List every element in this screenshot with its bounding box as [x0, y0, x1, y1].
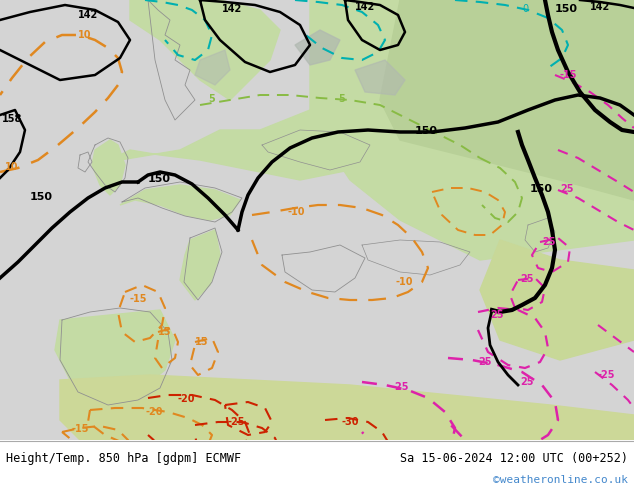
Text: -30: -30: [342, 417, 359, 427]
Text: 142: 142: [78, 10, 98, 20]
Text: -25: -25: [392, 382, 410, 392]
Text: -15: -15: [560, 70, 578, 80]
Text: 150: 150: [148, 174, 171, 184]
Text: 25: 25: [542, 237, 555, 247]
Text: 142: 142: [355, 2, 375, 12]
Text: -20: -20: [178, 394, 195, 404]
Polygon shape: [0, 0, 634, 440]
Text: 158: 158: [2, 114, 22, 124]
Text: 25: 25: [560, 184, 574, 194]
Text: 25: 25: [520, 377, 533, 387]
Text: 10: 10: [5, 162, 18, 172]
Text: 25: 25: [520, 274, 533, 284]
Text: 0: 0: [522, 4, 528, 14]
Text: 150: 150: [30, 192, 53, 202]
Text: ©weatheronline.co.uk: ©weatheronline.co.uk: [493, 475, 628, 485]
Text: -15: -15: [130, 294, 148, 304]
Polygon shape: [130, 0, 280, 100]
Text: 5: 5: [208, 94, 215, 104]
Text: 25: 25: [478, 357, 491, 367]
Polygon shape: [120, 185, 240, 220]
Text: -20: -20: [145, 407, 162, 417]
Polygon shape: [195, 50, 230, 85]
Text: 150: 150: [555, 4, 578, 14]
Text: 150: 150: [530, 184, 553, 194]
Polygon shape: [92, 140, 125, 195]
Text: -10: -10: [288, 207, 306, 217]
Text: 15: 15: [195, 337, 209, 347]
Polygon shape: [480, 240, 634, 360]
Polygon shape: [295, 30, 340, 65]
Text: 15: 15: [158, 327, 172, 337]
Text: 150: 150: [415, 126, 438, 136]
Polygon shape: [310, 0, 634, 260]
Polygon shape: [120, 110, 380, 180]
Text: -10: -10: [395, 277, 413, 287]
Polygon shape: [355, 60, 405, 95]
Text: Sa 15-06-2024 12:00 UTC (00+252): Sa 15-06-2024 12:00 UTC (00+252): [400, 451, 628, 465]
Text: Height/Temp. 850 hPa [gdpm] ECMWF: Height/Temp. 850 hPa [gdpm] ECMWF: [6, 451, 241, 465]
Polygon shape: [380, 0, 634, 200]
Text: 5: 5: [338, 94, 345, 104]
Text: 142: 142: [590, 2, 611, 12]
Text: 10: 10: [78, 30, 91, 40]
Polygon shape: [60, 375, 634, 440]
Polygon shape: [55, 310, 175, 400]
Text: 25: 25: [490, 310, 503, 320]
Text: -25: -25: [228, 417, 245, 427]
Polygon shape: [180, 230, 220, 300]
Text: -25: -25: [598, 370, 616, 380]
Text: 142: 142: [222, 4, 242, 14]
Text: -15: -15: [72, 424, 89, 434]
